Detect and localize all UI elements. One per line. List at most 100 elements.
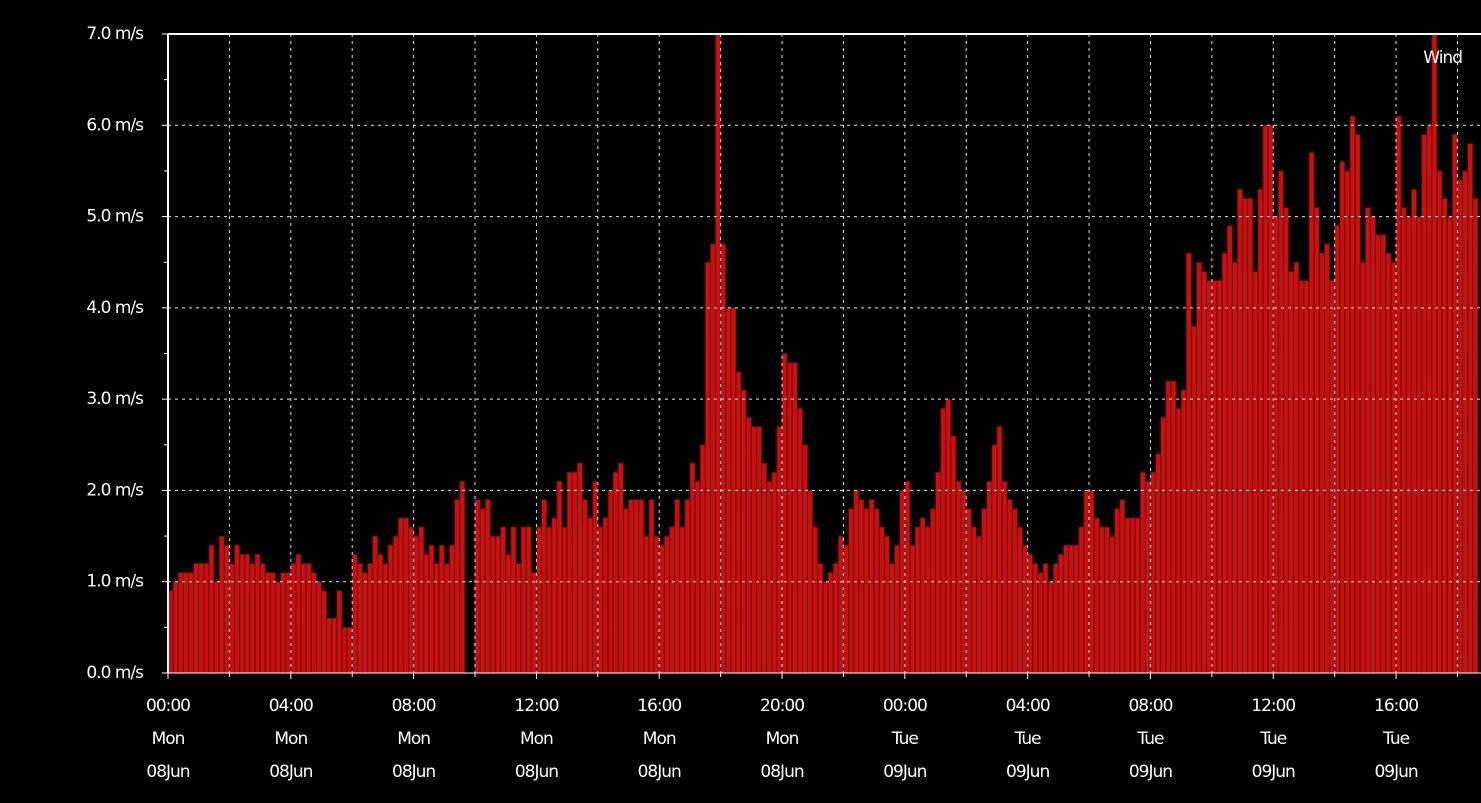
bar xyxy=(530,572,537,674)
bar xyxy=(244,553,251,674)
bar xyxy=(1165,380,1172,674)
bar xyxy=(1283,207,1290,674)
x-tick-label: 12:00 xyxy=(1251,696,1295,716)
bar xyxy=(1206,280,1213,674)
bar xyxy=(1221,252,1228,674)
bar xyxy=(950,435,957,674)
bar xyxy=(658,544,665,674)
bar xyxy=(479,508,486,674)
bar xyxy=(449,544,455,674)
bar xyxy=(1160,416,1167,674)
bar xyxy=(1288,270,1295,674)
bar xyxy=(1390,261,1397,674)
bar xyxy=(1057,553,1064,674)
bar xyxy=(1349,115,1356,674)
bar xyxy=(413,535,420,674)
bar xyxy=(1150,471,1156,674)
bar xyxy=(858,499,865,674)
bar xyxy=(489,535,496,674)
x-tick-label: 16:00 xyxy=(637,696,681,716)
bar xyxy=(1385,252,1392,674)
bar xyxy=(382,563,389,674)
bar xyxy=(321,590,328,674)
bar xyxy=(351,553,358,674)
bar xyxy=(428,544,435,674)
bar xyxy=(1129,517,1136,674)
bar xyxy=(617,462,624,674)
x-tick-label: 09Jun xyxy=(1374,762,1417,782)
bar xyxy=(484,499,491,674)
bar xyxy=(1190,325,1197,674)
bar xyxy=(300,563,307,674)
bar xyxy=(1446,216,1453,674)
bar xyxy=(275,581,281,674)
x-tick-label: 08Jun xyxy=(146,762,189,782)
bar xyxy=(1155,453,1162,674)
bar xyxy=(648,499,655,674)
y-tick-label: 7.0 m/s xyxy=(86,24,144,44)
x-tick-label: 08Jun xyxy=(515,762,558,782)
bar xyxy=(1334,225,1341,674)
bar xyxy=(423,553,430,674)
bar xyxy=(576,462,583,674)
bar xyxy=(592,480,599,674)
bar xyxy=(1457,179,1463,674)
bar xyxy=(1421,134,1428,674)
bar xyxy=(1103,526,1110,674)
bar xyxy=(822,581,829,674)
bar xyxy=(704,261,711,674)
bar xyxy=(1006,499,1013,674)
bar xyxy=(234,544,241,674)
bar xyxy=(1001,480,1008,674)
bar xyxy=(807,490,814,674)
bar xyxy=(715,33,722,674)
bar xyxy=(1472,197,1479,674)
bar xyxy=(1180,389,1187,674)
bar xyxy=(264,572,271,674)
bar xyxy=(1211,280,1218,674)
bar xyxy=(1078,526,1085,674)
bar xyxy=(740,389,747,674)
bar xyxy=(520,526,527,674)
bar xyxy=(781,353,788,674)
bar xyxy=(1196,261,1203,674)
bar xyxy=(761,462,768,674)
x-tick-label: 04:00 xyxy=(269,696,313,716)
bar xyxy=(1237,188,1243,674)
bar xyxy=(495,535,501,674)
bar xyxy=(1093,517,1100,674)
bar xyxy=(229,563,235,674)
x-tick-label: Tue xyxy=(1014,729,1042,749)
bar xyxy=(1451,134,1458,674)
bar xyxy=(433,563,440,674)
bar xyxy=(1109,535,1116,674)
x-tick-label: 09Jun xyxy=(883,762,926,782)
bar xyxy=(331,617,338,674)
bar xyxy=(223,544,230,674)
legend-label: Wind xyxy=(1423,48,1462,68)
bar xyxy=(1359,261,1366,674)
bar xyxy=(1032,563,1039,674)
bar xyxy=(771,471,778,674)
x-tick-label: 00:00 xyxy=(883,696,927,716)
bar xyxy=(515,563,522,674)
x-tick-label: Mon xyxy=(397,729,430,749)
bar xyxy=(218,535,225,674)
bar xyxy=(536,526,542,674)
bar xyxy=(193,563,200,674)
bar xyxy=(336,590,343,674)
bar xyxy=(981,508,988,674)
x-tick-label: 08Jun xyxy=(269,762,312,782)
bar xyxy=(1380,234,1387,674)
bar xyxy=(1052,563,1059,674)
bar xyxy=(305,563,312,674)
bar xyxy=(970,526,977,674)
bar xyxy=(1247,197,1254,674)
bar xyxy=(883,535,890,674)
bar xyxy=(945,398,952,674)
bar xyxy=(1042,563,1049,674)
bar xyxy=(285,572,292,674)
bar xyxy=(776,426,783,674)
